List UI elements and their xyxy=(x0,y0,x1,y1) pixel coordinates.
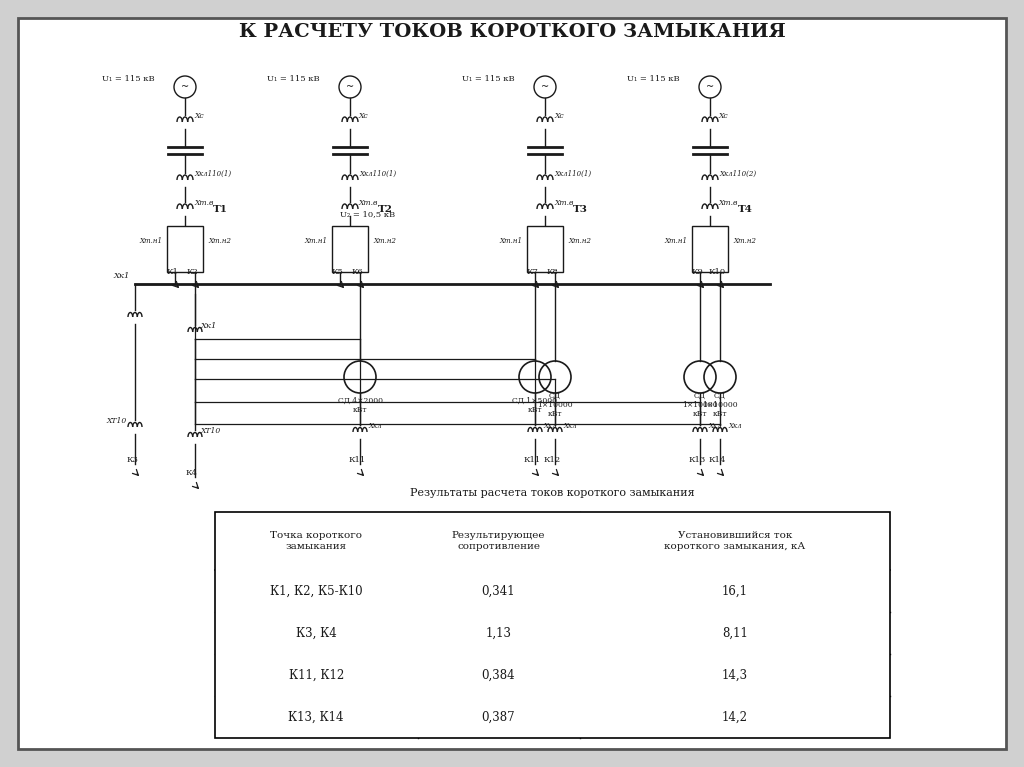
Text: Xт.н1: Xт.н1 xyxy=(304,237,327,245)
Text: 8,11: 8,11 xyxy=(722,627,748,640)
Text: Xкл110(1): Xкл110(1) xyxy=(359,170,396,178)
Text: Xс: Xс xyxy=(719,112,729,120)
Text: К8: К8 xyxy=(546,268,558,276)
Text: ~: ~ xyxy=(541,82,549,92)
Text: 0,341: 0,341 xyxy=(481,584,515,597)
Text: К5: К5 xyxy=(331,268,343,276)
Text: К2: К2 xyxy=(186,268,198,276)
Text: К12: К12 xyxy=(544,456,560,464)
Text: Результаты расчета токов короткого замыкания: Результаты расчета токов короткого замык… xyxy=(411,488,695,498)
Text: XТ10: XТ10 xyxy=(201,427,221,435)
Text: СД
1×10000
кВт: СД 1×10000 кВт xyxy=(702,392,738,418)
Text: К11: К11 xyxy=(523,456,541,464)
Text: Xкл: Xкл xyxy=(543,422,557,430)
Text: Xкл: Xкл xyxy=(728,422,741,430)
Text: СД 4×2000
кВт: СД 4×2000 кВт xyxy=(338,397,383,413)
Text: 14,3: 14,3 xyxy=(722,669,748,682)
Text: К13: К13 xyxy=(688,456,706,464)
Text: Точка короткого
замыкания: Точка короткого замыкания xyxy=(270,532,362,551)
Text: U₁ = 115 кВ: U₁ = 115 кВ xyxy=(102,75,155,83)
Text: Xт.в: Xт.в xyxy=(194,199,213,207)
Text: Xт.н1: Xт.н1 xyxy=(664,237,687,245)
Text: Xт.н1: Xт.н1 xyxy=(499,237,522,245)
Text: К1: К1 xyxy=(166,268,178,276)
Text: Xт.в: Xт.в xyxy=(719,199,738,207)
Text: К1, К2, К5-К10: К1, К2, К5-К10 xyxy=(270,584,362,597)
Bar xyxy=(215,512,890,738)
Text: Xкл110(1): Xкл110(1) xyxy=(554,170,591,178)
Text: Xкл: Xкл xyxy=(563,422,577,430)
Text: Xт.н2: Xт.н2 xyxy=(208,237,231,245)
Text: К7: К7 xyxy=(526,268,538,276)
Text: Xк1: Xк1 xyxy=(114,272,130,280)
Text: К13, К14: К13, К14 xyxy=(289,710,344,723)
Text: К4: К4 xyxy=(186,469,198,477)
Text: T3: T3 xyxy=(573,205,588,213)
Text: T4: T4 xyxy=(738,205,753,213)
Text: 1,13: 1,13 xyxy=(485,627,512,640)
Text: Результирующее
сопротивление: Результирующее сопротивление xyxy=(452,532,545,551)
Text: К9: К9 xyxy=(691,268,702,276)
Text: ~: ~ xyxy=(706,82,714,92)
Text: К6: К6 xyxy=(351,268,362,276)
Bar xyxy=(167,226,203,272)
Text: U₁ = 115 кВ: U₁ = 115 кВ xyxy=(463,75,515,83)
Text: Xт.н2: Xт.н2 xyxy=(568,237,591,245)
Text: К3, К4: К3, К4 xyxy=(296,627,337,640)
Text: Xкл: Xкл xyxy=(368,422,382,430)
Text: Xс: Xс xyxy=(554,112,563,120)
Text: U₂ = 10,5 кВ: U₂ = 10,5 кВ xyxy=(340,210,395,218)
Text: ~: ~ xyxy=(346,82,354,92)
Text: 0,387: 0,387 xyxy=(481,710,515,723)
Text: 16,1: 16,1 xyxy=(722,584,748,597)
Text: К РАСЧЕТУ ТОКОВ КОРОТКОГО ЗАМЫКАНИЯ: К РАСЧЕТУ ТОКОВ КОРОТКОГО ЗАМЫКАНИЯ xyxy=(239,23,785,41)
Text: Xс: Xс xyxy=(194,112,204,120)
Text: Xт.в: Xт.в xyxy=(554,199,573,207)
Text: 14,2: 14,2 xyxy=(722,710,748,723)
Text: ~: ~ xyxy=(181,82,189,92)
Text: Xт.н2: Xт.н2 xyxy=(373,237,396,245)
Text: Xт.в: Xт.в xyxy=(359,199,379,207)
Text: Xкл110(1): Xкл110(1) xyxy=(194,170,231,178)
Text: Xт.н2: Xт.н2 xyxy=(733,237,756,245)
Text: Xт.н1: Xт.н1 xyxy=(139,237,162,245)
Text: T1: T1 xyxy=(213,205,228,213)
Text: СД
1×10000
кВт: СД 1×10000 кВт xyxy=(682,392,718,418)
Text: Xк1: Xк1 xyxy=(201,322,217,330)
Text: Xкл110(2): Xкл110(2) xyxy=(719,170,756,178)
Text: 0,384: 0,384 xyxy=(481,669,515,682)
Text: К3: К3 xyxy=(126,456,138,464)
Text: Xс: Xс xyxy=(359,112,369,120)
Text: Установившийся ток
короткого замыкания, кА: Установившийся ток короткого замыкания, … xyxy=(665,532,805,551)
Text: U₁ = 115 кВ: U₁ = 115 кВ xyxy=(267,75,319,83)
Text: T2: T2 xyxy=(378,205,393,213)
Text: U₁ = 115 кВ: U₁ = 115 кВ xyxy=(628,75,680,83)
Text: К11, К12: К11, К12 xyxy=(289,669,344,682)
Bar xyxy=(332,226,368,272)
Text: СД
1×10000
кВт: СД 1×10000 кВт xyxy=(538,392,572,418)
Text: К10: К10 xyxy=(709,268,726,276)
Text: Xкл: Xкл xyxy=(708,422,722,430)
Text: СД 1×5000
кВт: СД 1×5000 кВт xyxy=(512,397,557,413)
Text: К14: К14 xyxy=(709,456,726,464)
Bar xyxy=(527,226,563,272)
Bar xyxy=(692,226,728,272)
Text: К11: К11 xyxy=(348,456,366,464)
Text: XТ10: XТ10 xyxy=(106,417,127,425)
